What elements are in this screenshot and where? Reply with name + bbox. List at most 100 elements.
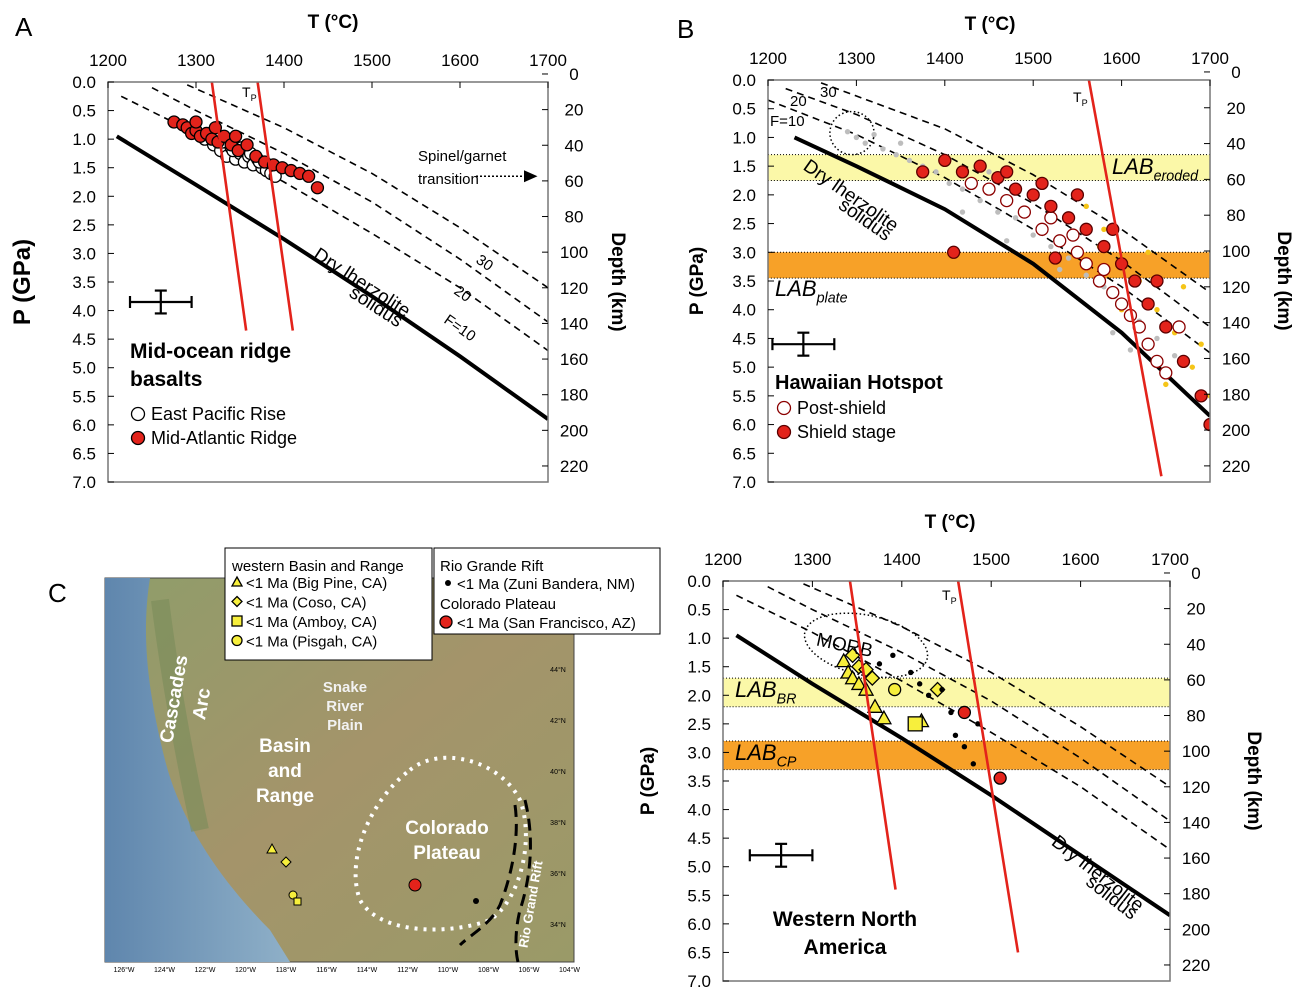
point [190,116,202,128]
point [933,169,938,174]
legend-label: <1 Ma (Pisgah, CA) [246,634,377,651]
lon-label: 126°W [113,966,134,974]
y2-tick-label: 40 [1187,635,1206,654]
point [1004,238,1009,243]
lat-label: 38°N [550,819,566,827]
point [1036,223,1048,235]
y2-tick-label: 220 [1222,457,1250,476]
point [965,177,977,189]
point [1098,241,1110,253]
melt-fraction-label: F=10 [770,113,805,130]
point [1107,286,1119,298]
point [1066,255,1071,260]
point [232,636,242,646]
map-label: Plain [327,717,363,734]
site [473,898,479,904]
panel-name: Western North [773,908,917,931]
legend-label: <1 Ma (Amboy, CA) [246,614,377,631]
y2-tick-label: 0 [569,65,578,84]
panel-name: America [804,936,887,959]
y2-tick-label: 100 [560,243,588,262]
point [994,772,1006,784]
y-tick-label: 0.5 [72,102,96,121]
y-tick-label: 0.0 [72,73,96,92]
lon-label: 108°W [478,966,499,974]
y-tick-label: 3.5 [687,772,711,791]
y-tick-label: 0.0 [732,71,756,90]
legend-label: Shield stage [797,422,896,442]
legend-title: Colorado Plateau [440,596,556,613]
point [1190,364,1195,369]
point [845,129,850,134]
point [303,170,315,182]
error-bar [750,844,813,867]
lat-label: 42°N [550,717,566,725]
point [948,710,953,715]
point [947,181,952,186]
point [1145,250,1150,255]
point [1084,204,1089,209]
point [877,661,882,666]
map-label: and [268,761,302,782]
point [1001,166,1013,178]
x-tick-label: 1400 [265,51,303,70]
y2-tick-label: 120 [1182,778,1210,797]
y2-tick-label: 160 [1182,849,1210,868]
point [230,130,242,142]
y2-tick-label: 120 [560,279,588,298]
point [1063,212,1075,224]
point [1098,264,1110,276]
y2-tick-label: 0 [1231,63,1240,82]
point [1013,215,1018,220]
x-tick-label: 1400 [926,49,964,68]
point [877,711,891,724]
lab-label-main: LAB [735,677,777,702]
x-tick-label: 1300 [837,49,875,68]
point [926,693,931,698]
legend-label: <1 Ma (Coso, CA) [246,595,366,612]
y-tick-label: 4.5 [72,330,96,349]
tp-line [212,82,246,331]
point [880,146,885,151]
y-tick-label: 2.0 [732,186,756,205]
error-bar [772,333,834,356]
point [1094,275,1106,287]
lon-label: 106°W [518,966,539,974]
y-tick-label: 4.0 [687,801,711,820]
y-tick-label: 5.5 [72,387,96,406]
point [893,152,898,157]
y2-tick-label: 80 [565,208,584,227]
x-tick-label: 1600 [441,51,479,70]
y2-tick-label: 220 [1182,956,1210,975]
annotation: transition [418,171,479,188]
y2-tick-label: 40 [565,136,584,155]
x-tick-label: 1500 [353,51,391,70]
point [1216,416,1221,421]
lon-label: 122°W [194,966,215,974]
point [1160,367,1172,379]
point [1031,232,1036,237]
legend-label: <1 Ma (Zuni Bandera, NM) [457,576,635,593]
point [908,670,913,675]
point [1198,341,1203,346]
point [962,744,967,749]
lab-label-main: LAB [735,740,777,765]
x-tick-label: 1200 [704,550,742,569]
lon-label: 110°W [438,966,459,974]
y-tick-label: 5.0 [687,858,711,877]
lab-label-sub: BR [777,692,797,708]
y-tick-label: 0.5 [732,100,756,119]
y-tick-label: 1.0 [732,128,756,147]
y-tick-label: 4.0 [72,302,96,321]
point [1080,223,1092,235]
point [1018,206,1030,218]
y-tick-label: 2.5 [687,715,711,734]
point [232,616,242,626]
x-tick-label: 1600 [1103,49,1141,68]
tp-line [258,82,293,331]
point [1151,275,1163,287]
lab-label-sub: eroded [1154,169,1200,185]
point [939,154,951,166]
y2-axis-title: Depth (km) [1273,231,1294,330]
tp-label-sub: P [1082,98,1088,108]
